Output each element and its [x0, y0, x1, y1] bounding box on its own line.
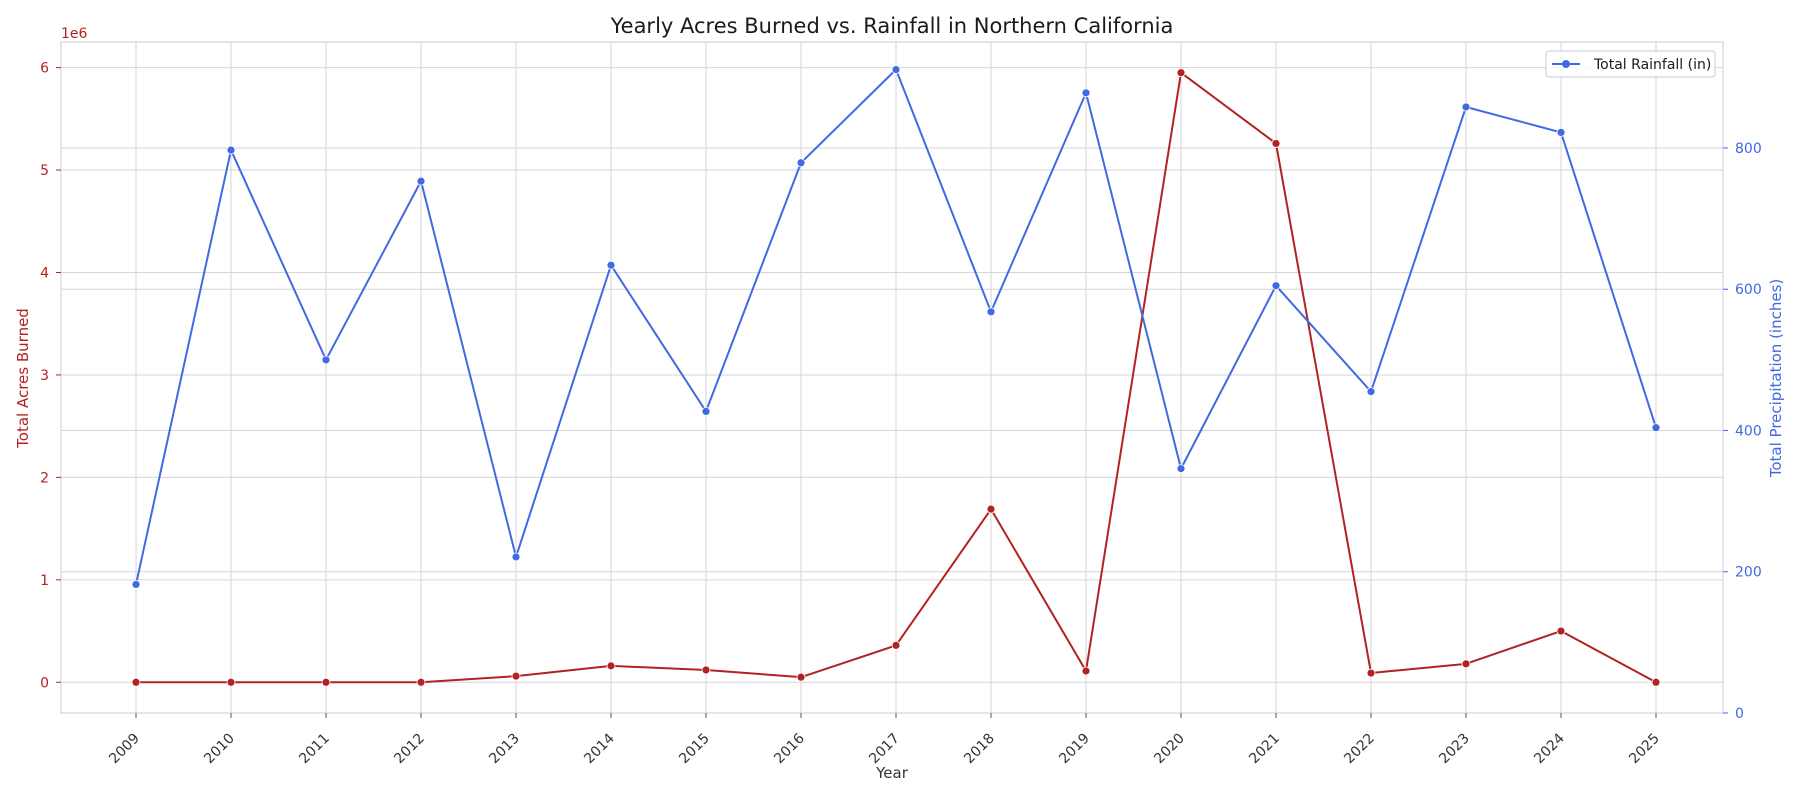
rainfall-point [226, 145, 236, 155]
rainfall-point [1081, 88, 1091, 98]
left-y-axis-label: Total Acres Burned [14, 308, 32, 449]
acres-burned-point [226, 677, 236, 687]
left-y-axis: 0 1 2 3 4 5 6 [40, 61, 61, 691]
legend-box [1545, 50, 1716, 78]
left-y-tick-label: 0 [40, 675, 49, 691]
acres-burned-point [1651, 677, 1661, 687]
grid [61, 42, 1723, 713]
right-y-tick-label: 400 [1735, 423, 1762, 439]
rainfall-point [1651, 423, 1661, 433]
rainfall-point [1366, 387, 1376, 397]
x-tick-label: 2025 [1626, 731, 1663, 768]
right-y-tick-label: 800 [1735, 141, 1762, 157]
left-y-tick-label: 5 [40, 163, 49, 179]
legend-entry: Total Rainfall (in) [1593, 57, 1711, 73]
rainfall-point [131, 580, 141, 589]
x-tick-label: 2019 [1056, 731, 1093, 768]
acres-burned-point [416, 677, 426, 687]
rainfall-point [1556, 128, 1566, 137]
x-tick-label: 2020 [1151, 731, 1188, 768]
rainfall-point [416, 176, 426, 186]
acres-burned-point [701, 665, 711, 675]
x-tick-label: 2018 [961, 731, 998, 768]
acres-burned-point [796, 672, 806, 682]
right-y-axis-label: Total Precipitation (inches) [1767, 279, 1785, 479]
rainfall-point [606, 260, 616, 270]
left-y-tick-label: 1 [40, 573, 49, 589]
rainfall-point [1271, 281, 1281, 291]
x-axis: 2009 2010 2011 2012 2013 2014 2015 2016 2017 2018… [106, 713, 1663, 767]
acres-burned-point [606, 661, 616, 671]
rainfall-point [511, 552, 521, 562]
legend-marker [1562, 60, 1570, 68]
acres-burned-point [1176, 68, 1186, 78]
x-tick-label: 2021 [1246, 731, 1283, 768]
acres-burned-point [1081, 666, 1091, 676]
x-tick-label: 2015 [676, 731, 713, 768]
right-y-axis: 0 200 400 600 800 [1723, 141, 1762, 722]
acres-burned-point [511, 671, 521, 681]
rainfall-point [1461, 102, 1471, 112]
acres-burned-point [1461, 659, 1471, 669]
rainfall-point [986, 307, 996, 317]
rainfall-point [321, 355, 331, 365]
legend: Total Rainfall (in) [1545, 50, 1716, 78]
rainfall-point [1176, 464, 1186, 474]
rainfall-point [891, 65, 901, 74]
x-tick-label: 2013 [486, 731, 523, 768]
x-tick-label: 2022 [1341, 731, 1378, 768]
x-tick-label: 2014 [581, 730, 618, 767]
x-tick-label: 2009 [106, 731, 143, 768]
left-y-tick-label: 4 [40, 265, 49, 281]
acres-burned-point [1366, 668, 1376, 678]
x-tick-label: 2010 [201, 731, 238, 768]
acres-burned-point [131, 677, 141, 687]
x-tick-label: 2023 [1436, 731, 1473, 768]
acres-burned-point [986, 504, 996, 514]
chart-title: Yearly Acres Burned vs. Rainfall in Nort… [610, 14, 1174, 38]
x-tick-label: 2016 [771, 730, 808, 767]
right-y-tick-label: 200 [1735, 565, 1762, 581]
acres-burned-point [321, 677, 331, 687]
rainfall-point [796, 158, 806, 168]
acres-burned-point [1556, 626, 1566, 636]
left-y-tick-label: 3 [40, 368, 49, 384]
left-y-axis-offset-label: 1e6 [61, 26, 88, 42]
right-y-tick-label: 600 [1735, 282, 1762, 298]
x-tick-label: 2011 [296, 731, 333, 768]
x-tick-label: 2012 [391, 731, 428, 768]
x-tick-label: 2024 [1531, 730, 1568, 767]
rainfall-point [701, 407, 711, 416]
left-y-tick-label: 6 [40, 61, 49, 77]
plot-area-frame [60, 41, 1724, 714]
right-y-tick-label: 0 [1735, 706, 1744, 722]
x-tick-label: 2017 [866, 731, 903, 768]
acres-burned-point [891, 640, 901, 650]
acres-burned-point [1271, 139, 1281, 148]
series [131, 65, 1661, 687]
left-y-tick-label: 2 [40, 470, 49, 486]
x-axis-label: Year [875, 764, 909, 782]
